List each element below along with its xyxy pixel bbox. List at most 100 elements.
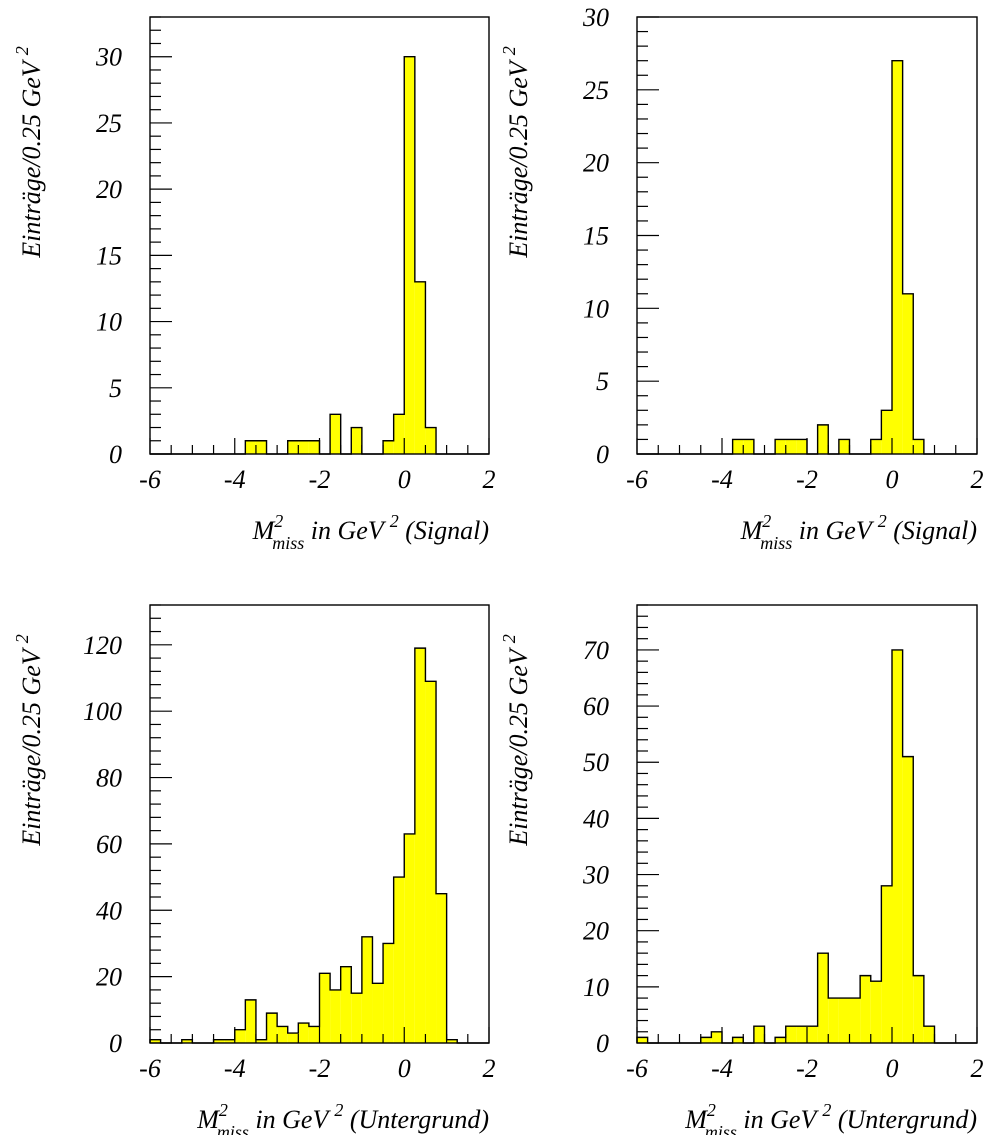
histogram-bar	[404, 833, 415, 1043]
histogram-bar	[775, 1037, 786, 1043]
histogram-bar	[892, 649, 903, 1043]
histogram-bar	[436, 893, 447, 1043]
histogram-bar	[234, 1029, 246, 1043]
histogram-bar	[785, 1026, 797, 1043]
histogram-bar	[361, 936, 373, 1043]
y-tick-label: 5	[109, 374, 122, 403]
x-axis-title: M2 miss in GeV 2 (Untergrund)	[196, 1100, 489, 1135]
histogram-bars	[637, 649, 935, 1043]
histogram-bar	[828, 998, 839, 1043]
x-tick-label: -6	[626, 465, 648, 494]
histogram-bar	[838, 998, 850, 1043]
histogram-bar	[892, 60, 903, 454]
y-tick-label: 10	[96, 308, 122, 337]
histogram-bar	[181, 1039, 193, 1043]
x-tick-label: -4	[224, 465, 246, 494]
histogram-bar	[245, 440, 256, 454]
histogram-bar	[732, 439, 744, 454]
x-tick-label: -2	[309, 465, 331, 494]
x-axis-title: M2 miss in GeV 2 (Signal)	[252, 511, 489, 553]
y-tick-label: 0	[596, 1029, 609, 1058]
x-tick-label: 2	[971, 1054, 984, 1083]
histogram-bar	[308, 1026, 320, 1043]
y-tick-label: 20	[583, 917, 609, 946]
histogram-bar	[277, 1026, 288, 1043]
x-tick-label: -4	[224, 1054, 246, 1083]
x-tick-label: -2	[309, 1054, 331, 1083]
histogram-bar	[383, 440, 394, 454]
histogram-bar	[775, 439, 786, 454]
y-tick-label: 10	[583, 294, 609, 323]
histogram-bar	[330, 414, 341, 454]
x-axis-title: M2 miss in GeV 2 (Signal)	[740, 511, 977, 553]
histogram-bar	[393, 414, 405, 454]
histogram-bar	[330, 989, 341, 1043]
histogram-outline	[150, 56, 489, 455]
histogram-bar	[913, 975, 924, 1043]
y-tick-label: 30	[95, 43, 122, 72]
histogram-bars	[732, 60, 924, 454]
histogram-bar	[838, 439, 850, 454]
histogram-bar	[213, 1039, 225, 1043]
y-tick-label: 60	[96, 830, 122, 859]
histogram-bar	[266, 1013, 278, 1043]
y-tick-label: 25	[583, 76, 609, 105]
histogram-bar	[785, 439, 797, 454]
x-tick-label: 0	[398, 465, 411, 494]
y-tick-label: 0	[596, 440, 609, 469]
histogram-bar	[902, 756, 914, 1043]
x-tick-label: 2	[483, 1054, 496, 1083]
plot-frame	[636, 604, 978, 1044]
x-axis-title: M2 miss in GeV 2 (Untergrund)	[684, 1100, 977, 1135]
y-tick-label: 0	[109, 1029, 122, 1058]
y-tick-label: 15	[583, 222, 609, 251]
histogram-bar	[351, 993, 362, 1043]
y-axis-title: Einträge/0.25 GeV 2	[12, 634, 46, 846]
x-tick-label: 0	[398, 1054, 411, 1083]
histogram-bar	[637, 1037, 648, 1043]
y-tick-label: 100	[83, 697, 122, 726]
y-tick-label: 40	[583, 804, 609, 833]
y-tick-label: 20	[96, 175, 122, 204]
y-axis-title: Einträge/0.25 GeV 2	[499, 634, 533, 846]
histogram-bar	[870, 981, 882, 1043]
x-tick-label: -6	[139, 1054, 161, 1083]
histogram-bar	[817, 953, 829, 1043]
y-tick-label: 30	[582, 3, 609, 32]
x-tick-label: -4	[711, 1054, 733, 1083]
histogram-bar	[414, 648, 426, 1043]
histogram-bar	[287, 1033, 299, 1043]
histogram-bars	[150, 648, 458, 1043]
x-tick-label: 0	[886, 465, 899, 494]
y-tick-label: 120	[83, 631, 122, 660]
histogram-outline	[637, 60, 977, 455]
y-tick-label: 0	[109, 440, 122, 469]
histogram-bar	[700, 1037, 712, 1043]
y-tick-label: 20	[583, 149, 609, 178]
histogram-bar	[881, 885, 892, 1043]
y-tick-label: 60	[583, 692, 609, 721]
x-tick-label: -6	[139, 465, 161, 494]
histogram-bar	[817, 424, 829, 454]
plot-frame	[636, 16, 978, 455]
histogram-bar	[351, 427, 362, 454]
histogram-bar	[732, 1037, 744, 1043]
x-tick-label: 2	[971, 465, 984, 494]
histogram-bar	[753, 1026, 765, 1043]
y-tick-label: 70	[583, 636, 609, 665]
histogram-outline	[636, 649, 977, 1044]
histogram-bar	[255, 1039, 267, 1043]
histogram-bar	[372, 983, 384, 1043]
y-tick-label: 30	[582, 861, 609, 890]
y-tick-label: 10	[583, 973, 609, 1002]
histogram-bar	[255, 440, 267, 454]
histogram-bar	[807, 1026, 818, 1043]
x-tick-label: -2	[796, 465, 818, 494]
histogram-bar	[796, 439, 807, 454]
plot-frame	[149, 16, 490, 455]
x-tick-label: 2	[483, 465, 496, 494]
